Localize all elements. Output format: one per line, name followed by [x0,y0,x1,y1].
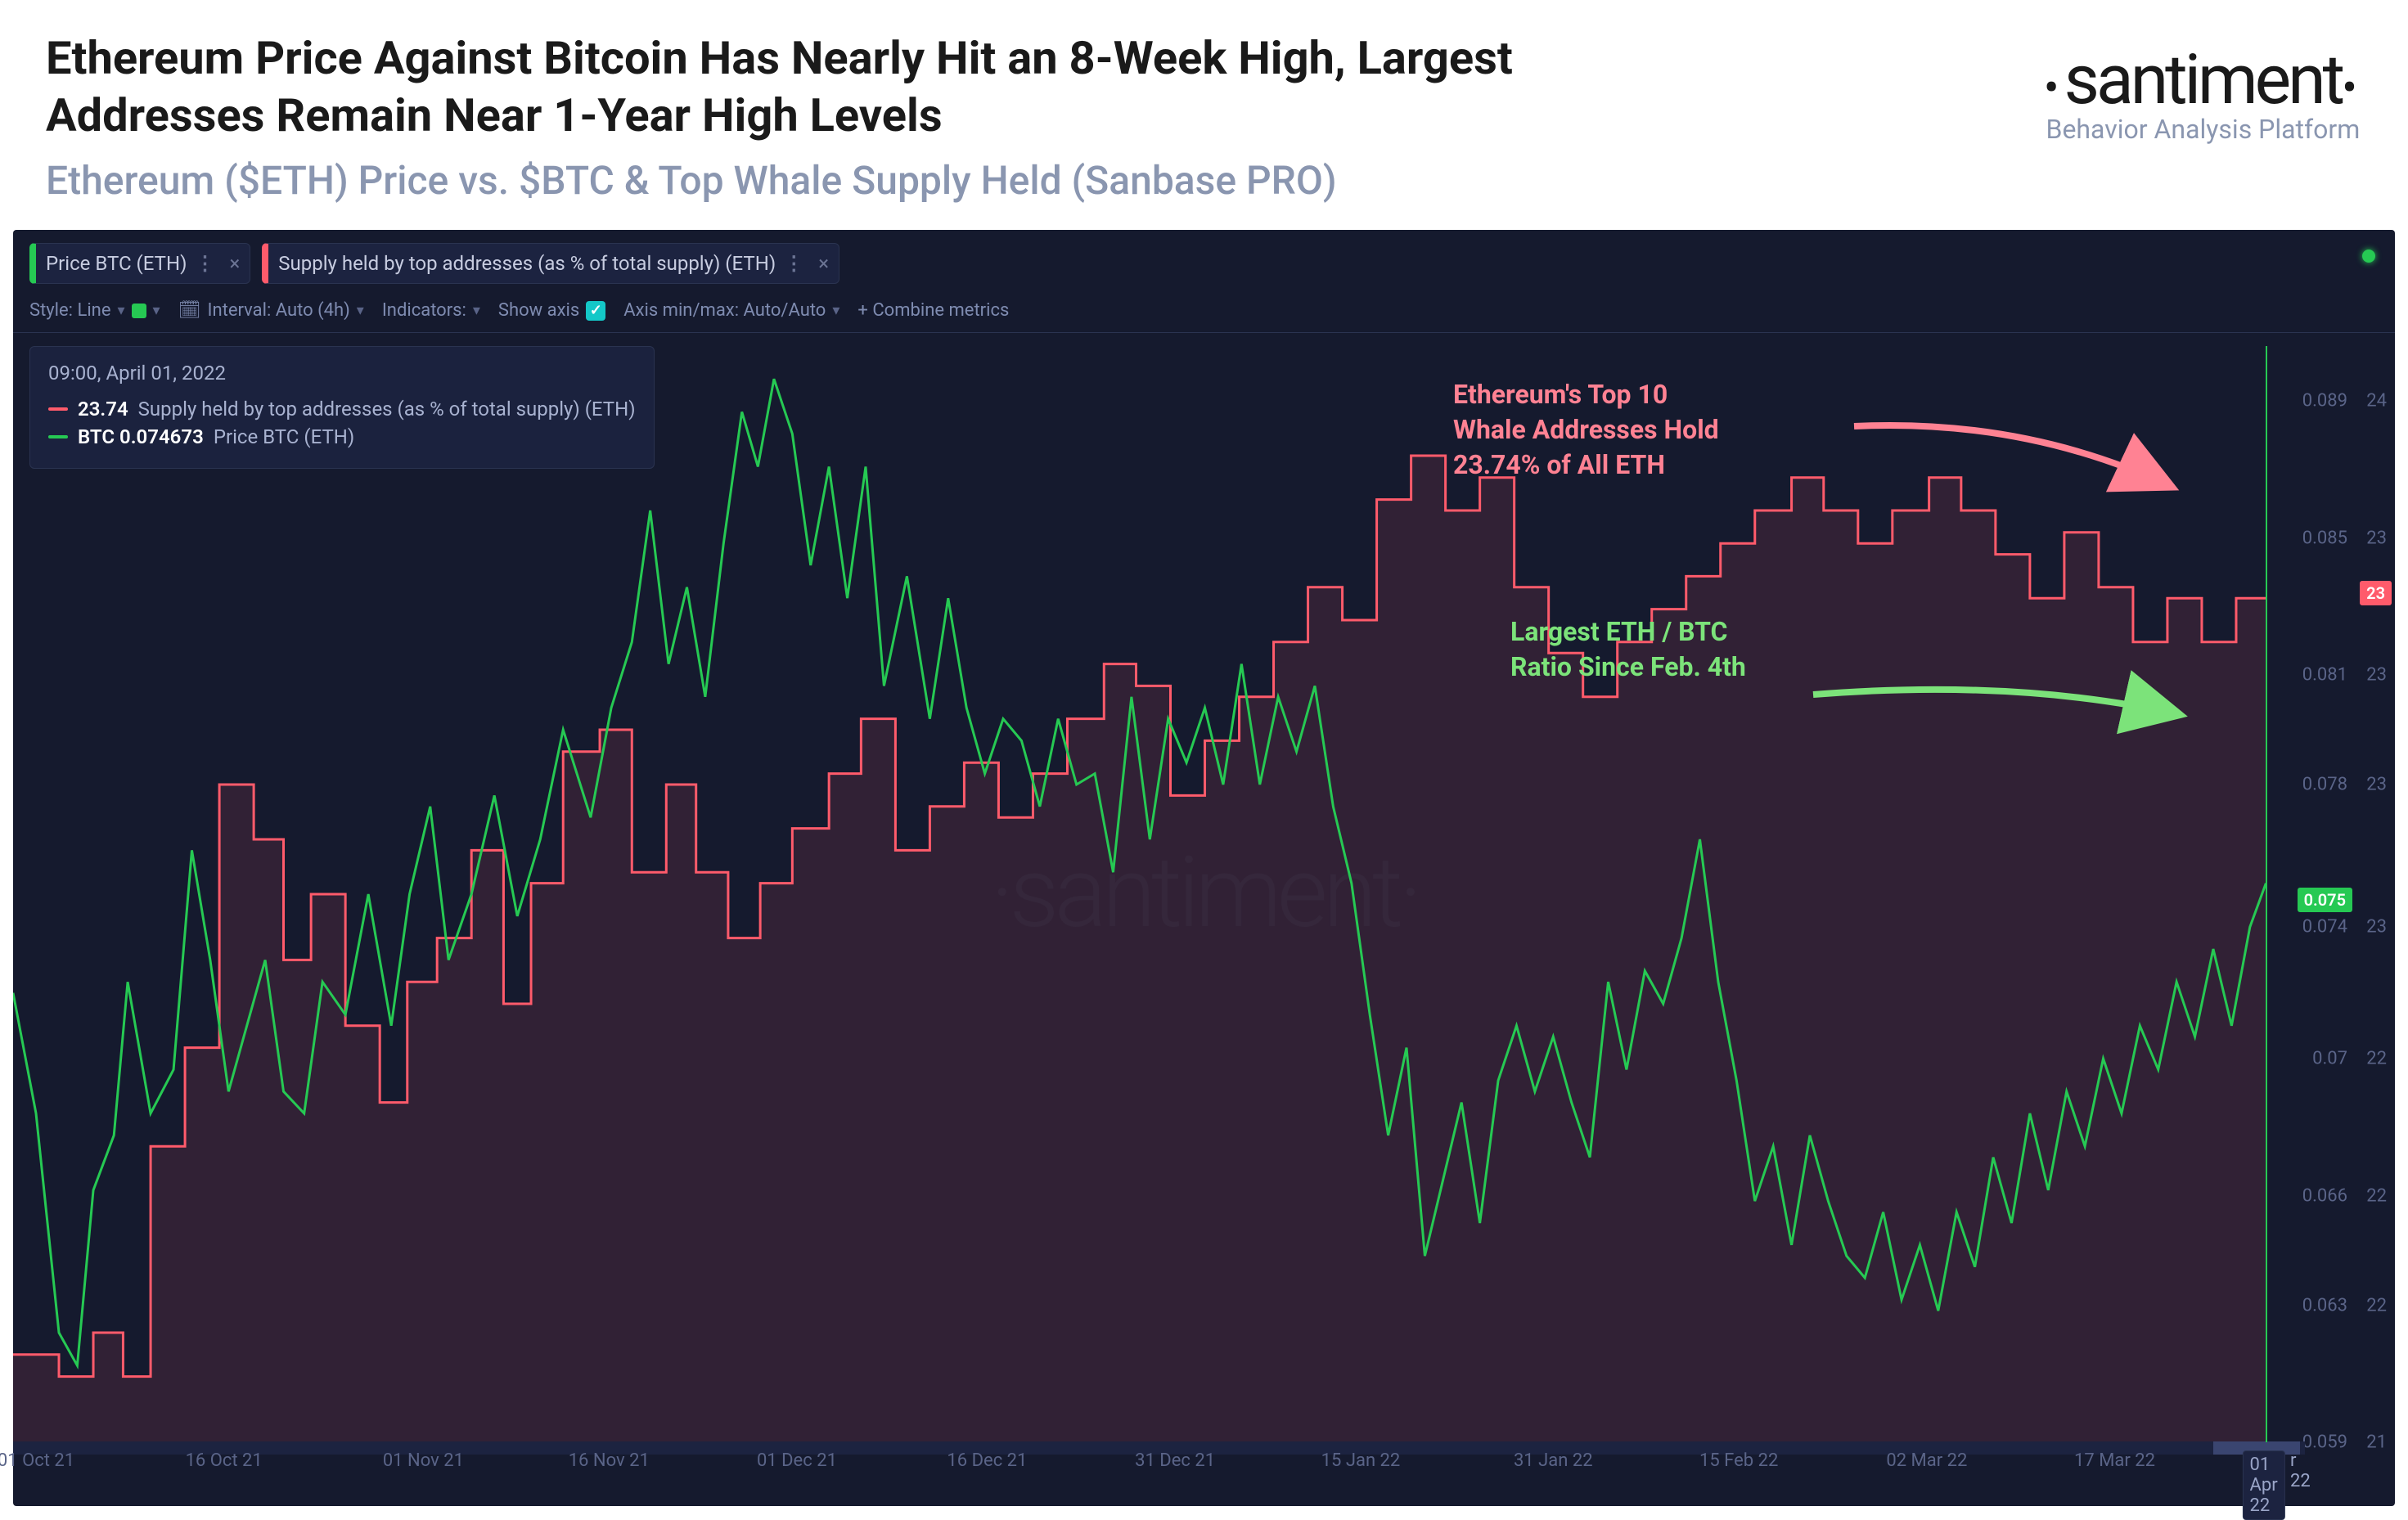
chevron-down-icon: ▾ [117,302,124,319]
tooltip-value: 23.74 [78,398,128,420]
y-tick: 0.081 [2302,665,2347,686]
x-tick: 17 Mar 22 [2074,1450,2155,1471]
arrow-red [1846,410,2190,516]
y-tick: 23 [2366,775,2387,795]
tooltip-label: Price BTC (ETH) [214,425,354,448]
x-tick: 31 Jan 22 [1514,1450,1593,1471]
y-tick: 23 [2366,528,2387,548]
x-tick: 02 Mar 22 [1886,1450,1967,1471]
y-axis-supply: 21222222232323232423 [2354,346,2390,1442]
chevron-down-icon: ▾ [832,302,839,319]
tooltip-prefix: BTC 0.074673 [78,425,204,448]
page-subtitle: Ethereum ($ETH) Price vs. $BTC & Top Wha… [46,157,2044,204]
show-axis-toggle[interactable]: Show axis ✓ [498,300,605,321]
tooltip-label: Supply held by top addresses (as % of to… [138,398,636,420]
y-tick: 23 [2366,665,2387,686]
tooltip-row-supply: 23.74 Supply held by top addresses (as %… [48,398,636,420]
header: Ethereum Price Against Bitcoin Has Nearl… [0,0,2408,223]
axis-minmax-selector[interactable]: Axis min/max: Auto/Auto ▾ [623,300,839,321]
x-axis: 01 Oct 2116 Oct 2101 Nov 2116 Nov 2101 D… [13,1450,2305,1491]
y-tick: 21 [2366,1432,2387,1453]
label: Indicators: [382,300,466,321]
style-selector[interactable]: Style: Line ▾ ▾ [29,300,160,321]
annotation-line: Ethereum's Top 10 [1453,377,1719,412]
check-icon: ✓ [586,301,605,321]
y-tick: 0.066 [2302,1185,2347,1206]
chevron-down-icon: ▾ [153,302,160,319]
chart-toolbar: Style: Line ▾ ▾ 🗓 Interval: Auto (4h) ▾ … [13,294,2395,333]
label: + Combine metrics [857,300,1009,321]
brand-name: santiment [2064,39,2342,120]
axis-marker: 0.075 [2298,888,2352,912]
y-tick: 0.063 [2302,1295,2347,1315]
y-tick: 23 [2366,917,2387,938]
chip-label: Price BTC (ETH) [46,252,187,275]
y-axis-price: 0.0590.0630.0660.070.0740.0780.0810.0850… [2302,346,2351,1442]
header-left: Ethereum Price Against Bitcoin Has Nearl… [46,29,2044,204]
chart-container: Price BTC (ETH) ⋮ × Supply held by top a… [13,230,2395,1506]
interval-selector[interactable]: 🗓 Interval: Auto (4h) ▾ [178,300,364,321]
annotation-line: Ratio Since Feb. 4th [1510,650,1746,685]
axis-marker: 23 [2360,581,2392,605]
chevron-down-icon: ▾ [473,302,480,319]
annotation-line: Largest ETH / BTC [1510,614,1746,650]
x-tick: 16 Nov 21 [569,1450,650,1471]
annotation-whale-supply: Ethereum's Top 10 Whale Addresses Hold 2… [1453,377,1719,483]
combine-metrics-button[interactable]: + Combine metrics [857,300,1009,321]
y-tick: 22 [2366,1185,2387,1206]
page-title: Ethereum Price Against Bitcoin Has Nearl… [46,29,1600,144]
annotation-line: Whale Addresses Hold [1453,412,1719,447]
x-tick: r 22 [2290,1450,2311,1491]
chip-label: Supply held by top addresses (as % of to… [278,252,776,275]
label: Interval: Auto (4h) [208,300,350,321]
live-status-dot [2362,250,2375,263]
label: Show axis [498,300,579,321]
indicators-selector[interactable]: Indicators: ▾ [382,300,480,321]
series-dash [48,435,68,438]
x-tick: 16 Dec 21 [947,1450,1027,1471]
arrow-green [1805,670,2198,752]
label: Style: Line [29,300,110,321]
more-icon[interactable]: ⋮ [195,252,216,275]
tooltip-row-price: BTC 0.074673 Price BTC (ETH) [48,425,636,448]
y-tick: 24 [2366,391,2387,411]
more-icon[interactable]: ⋮ [784,252,805,275]
y-tick: 22 [2366,1049,2387,1069]
calendar-icon: 🗓 [178,300,201,321]
y-tick: 0.089 [2302,391,2347,411]
brand-tagline: Behavior Analysis Platform [2044,114,2362,145]
x-tick: 15 Feb 22 [1699,1450,1778,1471]
close-icon[interactable]: × [229,252,240,275]
x-tick: 01 Dec 21 [757,1450,837,1471]
series-dash [48,407,68,411]
tooltip-time: 09:00, April 01, 2022 [48,362,636,384]
x-tick: 01 Apr 22 [2242,1450,2284,1520]
x-tick: 16 Oct 21 [186,1450,263,1471]
color-swatch [132,304,146,318]
x-tick: 01 Nov 21 [383,1450,464,1471]
chevron-down-icon: ▾ [357,302,364,319]
cursor-line [2266,346,2267,1442]
y-tick: 22 [2366,1295,2387,1315]
chip-price-btc[interactable]: Price BTC (ETH) ⋮ × [29,243,250,284]
y-tick: 0.059 [2302,1432,2347,1453]
x-tick: 31 Dec 21 [1135,1450,1215,1471]
y-tick: 0.074 [2302,917,2347,938]
annotation-ratio: Largest ETH / BTC Ratio Since Feb. 4th [1510,614,1746,685]
brand-logo: •santiment• [2044,39,2362,120]
metric-chips: Price BTC (ETH) ⋮ × Supply held by top a… [13,230,2395,294]
label: Axis min/max: Auto/Auto [623,300,826,321]
y-tick: 0.07 [2312,1049,2347,1069]
annotation-line: 23.74% of All ETH [1453,447,1719,483]
close-icon[interactable]: × [818,252,829,275]
x-tick: 15 Jan 22 [1321,1450,1401,1471]
y-tick: 0.078 [2302,775,2347,795]
brand: •santiment• Behavior Analysis Platform [2044,39,2362,145]
x-tick: 01 Oct 21 [0,1450,74,1471]
y-tick: 0.085 [2302,528,2347,548]
chip-supply-held[interactable]: Supply held by top addresses (as % of to… [262,243,839,284]
chart-tooltip: 09:00, April 01, 2022 23.74 Supply held … [29,346,655,469]
